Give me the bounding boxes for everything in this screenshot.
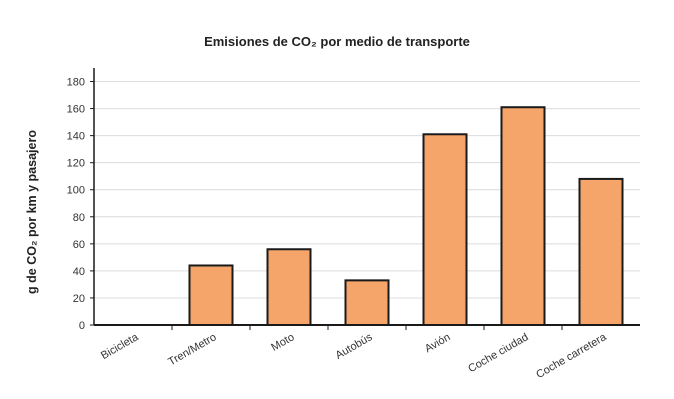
bars	[188, 106, 624, 327]
y-tick-label: 20	[73, 293, 85, 305]
y-tick-label: 80	[73, 212, 85, 224]
x-tick-labels: Bicicleta Tren/Metro Moto Autobús Avión Coche…	[99, 331, 609, 381]
bar	[188, 264, 234, 327]
y-axis-label: g de CO₂ por km y pasajero	[25, 130, 39, 294]
y-tick-label: 40	[73, 266, 85, 278]
y-tick-label: 100	[67, 185, 85, 197]
bar	[266, 248, 312, 326]
x-tick-label: Bicicleta	[99, 331, 141, 362]
y-tick-label: 160	[67, 104, 85, 116]
y-tick-label: 180	[67, 77, 85, 89]
axes	[90, 68, 640, 330]
x-tick-label: Coche carretera	[534, 331, 609, 381]
bar	[422, 133, 468, 326]
bar	[578, 177, 624, 326]
chart-title: Emisiones de CO₂ por medio de transporte	[204, 34, 470, 49]
x-tick-label: Moto	[269, 331, 296, 354]
x-tick-label: Coche ciudad	[466, 331, 530, 375]
y-tick-labels: 0 20 40 60 80 100 120 140 160 180	[67, 77, 85, 332]
bar	[344, 279, 390, 326]
y-tick-label: 60	[73, 239, 85, 251]
bar	[500, 106, 546, 326]
x-tick-label: Avión	[423, 331, 453, 355]
y-tick-label: 120	[67, 158, 85, 170]
y-tick-label: 0	[79, 320, 85, 332]
x-tick-label: Tren/Metro	[166, 331, 218, 368]
x-tick-label: Autobús	[334, 331, 375, 362]
gridlines	[94, 81, 640, 299]
y-tick-label: 140	[67, 131, 85, 143]
